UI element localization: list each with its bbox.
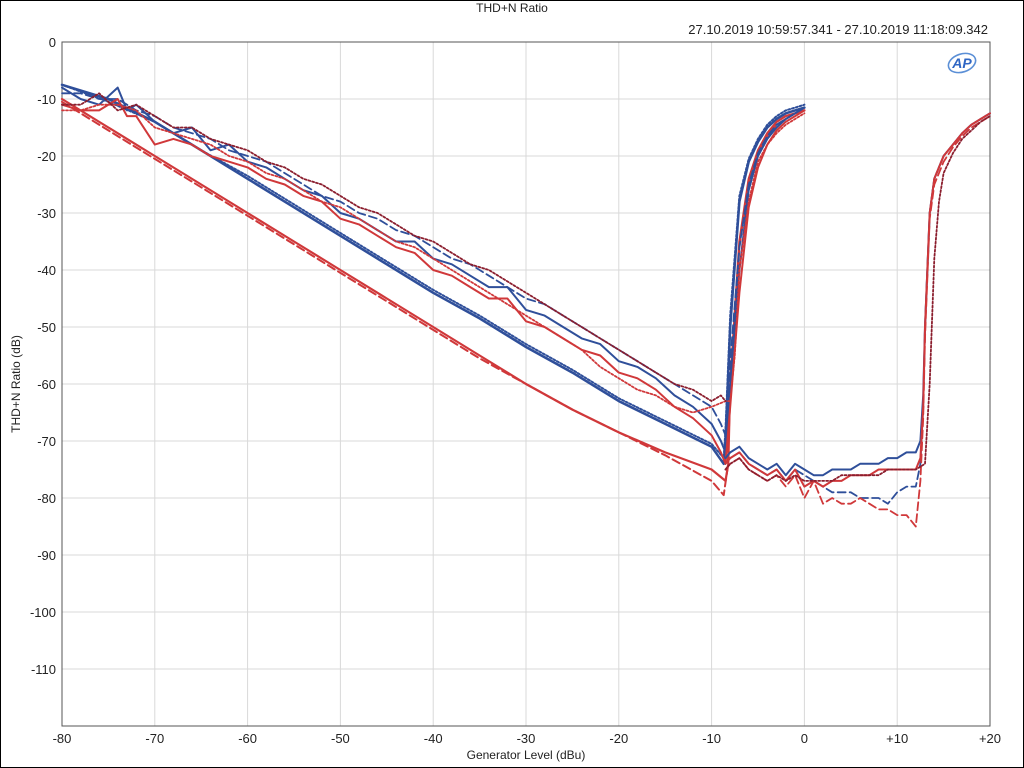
y-tick-label: -60 bbox=[37, 377, 56, 392]
ap-logo-text: AP bbox=[951, 55, 972, 71]
x-tick-label: +10 bbox=[886, 731, 908, 746]
y-tick-label: -80 bbox=[37, 491, 56, 506]
y-tick-label: 0 bbox=[49, 35, 56, 50]
x-tick-label: -80 bbox=[53, 731, 72, 746]
y-axis-label: THD+N Ratio (dB) bbox=[9, 335, 23, 433]
x-tick-label: 0 bbox=[801, 731, 808, 746]
series-line-8 bbox=[61, 92, 727, 402]
chart-title: THD+N Ratio bbox=[476, 1, 548, 15]
x-tick-label: -50 bbox=[331, 731, 350, 746]
x-tick-label: +20 bbox=[979, 731, 1001, 746]
series-line-11 bbox=[724, 115, 991, 528]
y-tick-label: -20 bbox=[37, 149, 56, 164]
series-line-13 bbox=[724, 115, 991, 482]
y-tick-label: -70 bbox=[37, 434, 56, 449]
x-axis-label: Generator Level (dBu) bbox=[467, 748, 586, 762]
chart-subtitle: 27.10.2019 10:59:57.341 - 27.10.2019 11:… bbox=[688, 22, 988, 37]
y-tick-label: -90 bbox=[37, 548, 56, 563]
x-tick-label: -40 bbox=[424, 731, 443, 746]
plot-border bbox=[61, 41, 991, 727]
y-tick-label: -40 bbox=[37, 263, 56, 278]
x-tick-label: -70 bbox=[145, 731, 164, 746]
series-line-0 bbox=[60, 83, 806, 466]
x-tick-label: -30 bbox=[517, 731, 536, 746]
y-tick-label: -110 bbox=[31, 662, 56, 677]
series-line-5 bbox=[61, 92, 806, 437]
y-tick-label: -10 bbox=[37, 92, 56, 107]
x-tick-label: -60 bbox=[238, 731, 257, 746]
y-tick-label: -50 bbox=[37, 320, 56, 335]
x-tick-label: -10 bbox=[702, 731, 721, 746]
series-line-7 bbox=[61, 103, 806, 414]
series-line-4 bbox=[61, 86, 806, 454]
y-tick-label: -30 bbox=[37, 206, 56, 221]
series-line-2 bbox=[60, 97, 806, 482]
series-line-1 bbox=[61, 83, 806, 460]
y-tick-label: -100 bbox=[30, 605, 56, 620]
x-tick-label: -20 bbox=[609, 731, 628, 746]
ap-logo: AP bbox=[947, 52, 977, 74]
